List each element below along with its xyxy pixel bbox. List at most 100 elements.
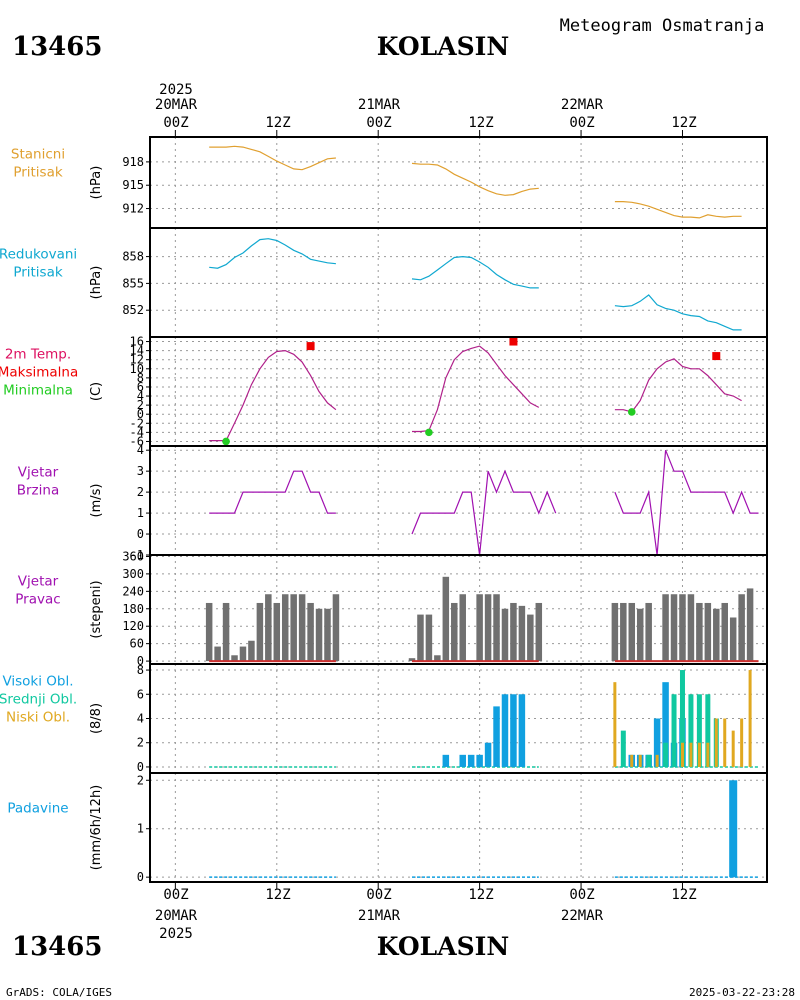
y-tick-label: 8	[137, 663, 144, 677]
y-tick-label: 1	[137, 822, 144, 836]
direction-bar	[628, 602, 636, 662]
direction-bar	[231, 655, 238, 662]
panel-unit-label: (hPa)	[89, 166, 104, 200]
direction-bar	[273, 602, 281, 662]
y-tick-label: 0	[137, 527, 144, 541]
direction-bar	[510, 602, 517, 662]
y-tick-label: 0	[137, 654, 144, 668]
y-tick-label: 918	[122, 155, 144, 169]
top-year-label: 2025	[159, 82, 193, 98]
y-tick-label: 855	[122, 276, 144, 290]
direction-bar	[670, 594, 678, 662]
direction-bar	[476, 594, 483, 662]
y-tick-label: 0	[137, 407, 144, 421]
panel-frame	[149, 136, 768, 229]
y-tick-label: 6	[137, 687, 144, 701]
direction-bar	[662, 594, 669, 662]
series-line	[412, 345, 540, 433]
panel-label-line: Srednji Obl.	[0, 692, 77, 708]
top-hour-label-4: 12Z	[468, 115, 493, 131]
direction-bar	[239, 646, 247, 662]
direction-bar	[248, 640, 255, 662]
cloud-high-bar	[442, 754, 450, 767]
tmax-marker	[509, 337, 518, 346]
top-date-label-3: 22MAR	[561, 97, 604, 113]
y-tick-label: 2	[137, 398, 144, 412]
cloud-low-bar	[731, 730, 735, 767]
panel-label-line: 2m Temp.	[5, 347, 71, 363]
panel-padavine: 0 1 2 Padavine (mm/6h/12h)	[7, 772, 768, 884]
y-tick-label: 10	[130, 362, 144, 376]
series-line	[209, 145, 336, 171]
direction-bar	[214, 646, 221, 662]
panel-label-line: Niski Obl.	[6, 710, 70, 726]
chart-type-title: Meteogram Osmatranja	[560, 16, 765, 36]
direction-bar	[746, 588, 754, 662]
tmax-marker	[712, 352, 721, 361]
series-line	[614, 449, 759, 556]
y-tick-label: 360	[122, 549, 144, 563]
direction-bar	[696, 602, 703, 662]
cloud-mid-bar	[620, 730, 626, 767]
y-tick-label: 1	[137, 506, 144, 520]
cloud-low-bar	[613, 682, 617, 767]
y-tick-label: 915	[122, 178, 144, 192]
station-name-top: KOLASIN	[377, 32, 509, 61]
panel-label-line: Redukovani	[0, 247, 77, 263]
cloud-low-bar	[638, 754, 642, 767]
direction-bar	[298, 594, 306, 662]
direction-bar	[738, 594, 745, 662]
panel-vjetar_pravac: 0 60 120 180 240 300 360 Vjetar Pravac (stepeni)	[15, 549, 768, 668]
y-tick-label: 8	[137, 371, 144, 385]
cloud-low-bar	[689, 742, 693, 767]
y-tick-label: -4	[130, 425, 144, 439]
panel-frame	[149, 336, 768, 447]
y-tick-label: 0	[137, 870, 144, 884]
bottom-date-label-3: 22MAR	[561, 908, 604, 924]
direction-bar	[493, 594, 500, 662]
panel-vjetar_brzina: -1 0 1 2 3 4 Vjetar Brzina (m/s)	[17, 443, 768, 562]
top-hour-label-2: 12Z	[265, 115, 290, 131]
series-line	[614, 294, 742, 331]
y-tick-label: -2	[130, 416, 144, 430]
panel-label-line: Pritisak	[13, 165, 63, 181]
direction-bar	[501, 608, 509, 662]
direction-bar	[408, 658, 416, 662]
cloud-low-bar	[655, 754, 659, 767]
panel-label-line: Stanicni	[11, 147, 65, 163]
bottom-date-label-2: 21MAR	[358, 908, 401, 924]
y-tick-label: 4	[137, 712, 144, 726]
direction-bar	[332, 594, 340, 662]
panel-unit-label: (C)	[89, 382, 104, 401]
station-id-bottom: 13465	[12, 932, 102, 962]
direction-bar	[290, 594, 297, 662]
bottom-hour-label-4: 12Z	[468, 887, 493, 903]
cloud-high-bar	[510, 694, 517, 767]
top-date-label-1: 20MAR	[155, 97, 198, 113]
y-tick-label: 120	[122, 619, 144, 633]
cloud-mid-bar	[679, 670, 685, 767]
series-line	[614, 358, 742, 413]
direction-bar	[324, 608, 331, 662]
direction-bar	[205, 602, 213, 662]
cloud-high-bar	[518, 694, 526, 767]
top-hour-label-6: 12Z	[671, 115, 696, 131]
bottom-time-axis: 00Z 12Z 00Z 12Z 00Z 12Z 20MAR 21MAR 22MA…	[155, 887, 697, 942]
y-tick-label: 4	[137, 443, 144, 457]
y-tick-label: 14	[130, 344, 144, 358]
y-tick-label: 852	[122, 303, 144, 317]
cloud-high-bar	[653, 718, 661, 767]
panel-unit-label: (8/8)	[89, 703, 104, 734]
bottom-hour-label-5: 00Z	[569, 887, 594, 903]
top-date-label-2: 21MAR	[358, 97, 401, 113]
cloud-low-bar	[706, 742, 710, 767]
direction-bar	[687, 594, 695, 662]
direction-bar	[222, 602, 230, 662]
direction-bar	[713, 608, 720, 662]
cloud-low-bar	[714, 718, 718, 767]
direction-bar	[535, 602, 543, 662]
y-tick-label: 2	[137, 485, 144, 499]
cloud-mid-bar	[696, 694, 702, 767]
panel-unit-label: (mm/6h/12h)	[89, 785, 104, 871]
y-tick-label: 12	[130, 353, 144, 367]
